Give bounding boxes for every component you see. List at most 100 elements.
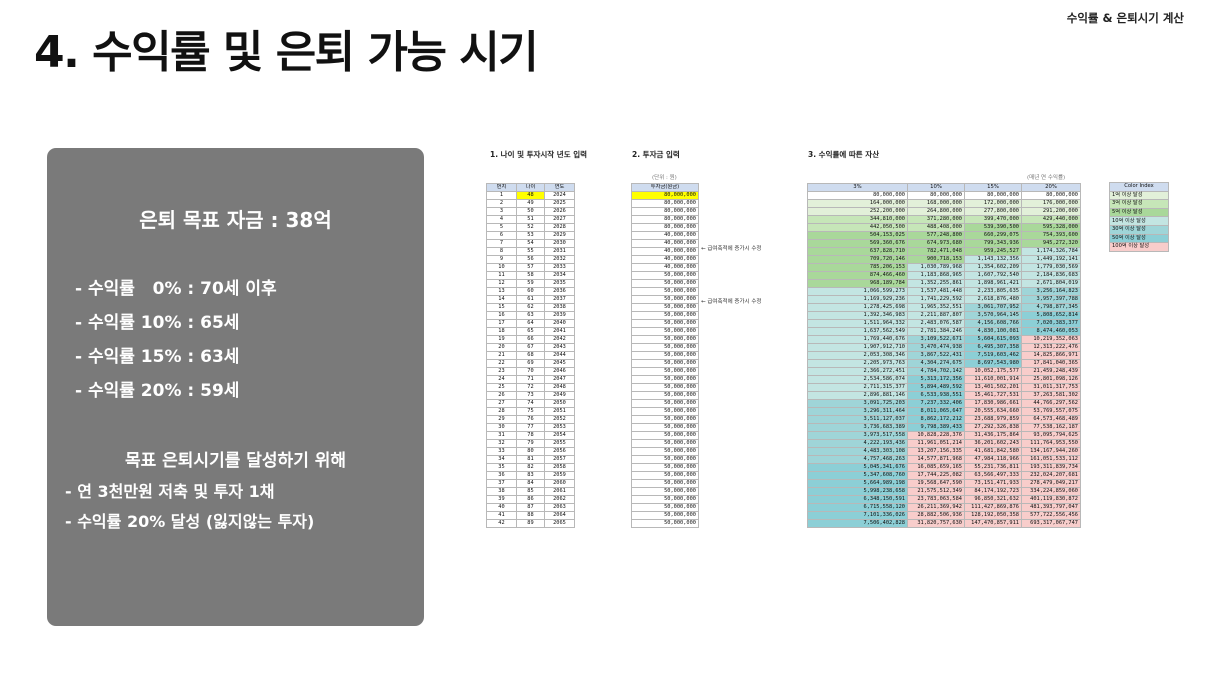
- year-cell: 2039: [544, 311, 575, 320]
- asset-cell: 1,449,192,141: [1021, 255, 1081, 264]
- year-cell: 2048: [544, 383, 575, 392]
- age-cell: 68: [516, 351, 545, 360]
- asset-cell: 1,637,562,549: [807, 327, 908, 336]
- age-cell: 75: [516, 407, 545, 416]
- table-row: 10 57 2033: [486, 263, 575, 272]
- row-number: 23: [486, 367, 517, 376]
- asset-cell: 10,828,228,376: [907, 431, 965, 440]
- year-cell: 2060: [544, 479, 575, 488]
- asset-cell: 4,156,608,766: [964, 319, 1022, 328]
- table-row: 50,000,000: [631, 311, 699, 320]
- asset-cell: 25,801,098,126: [1021, 375, 1081, 384]
- table-row: 2,053,308,346 3,867,522,431 7,519,603,462 1…: [807, 351, 1081, 360]
- asset-cell: 1,278,425,698: [807, 303, 908, 312]
- asset-cell: 10,052,175,577: [964, 367, 1022, 376]
- year-cell: 2051: [544, 407, 575, 416]
- row-number: 29: [486, 415, 517, 424]
- asset-cell: 147,470,857,911: [964, 519, 1022, 528]
- asset-cell: 709,720,146: [807, 255, 908, 264]
- asset-cell: 1,183,868,965: [907, 271, 965, 280]
- year-cell: 2033: [544, 263, 575, 272]
- table-row: 4,757,468,263 14,577,871,968 47,984,118,96…: [807, 455, 1081, 464]
- legend-row: 10억 이상 달성: [1109, 216, 1169, 226]
- asset-cell: 23,688,979,859: [964, 415, 1022, 424]
- asset-cell: 4,304,274,675: [907, 359, 965, 368]
- asset-cell: 5,808,652,814: [1021, 311, 1081, 320]
- asset-cell: 442,050,500: [807, 223, 908, 232]
- age-cell: 81: [516, 455, 545, 464]
- table-row: 5,347,608,760 17,744,225,082 63,566,497,33…: [807, 471, 1081, 480]
- asset-cell: 23,783,063,584: [907, 495, 965, 504]
- table-row: 1,169,929,236 1,741,229,592 2,618,876,480 3…: [807, 295, 1081, 304]
- asset-cell: 488,408,000: [907, 223, 965, 232]
- asset-cell: 7,506,402,828: [807, 519, 908, 528]
- asset-cell: 193,311,839,734: [1021, 463, 1081, 472]
- table-row: 1,392,346,983 2,211,887,807 3,570,964,145 5…: [807, 311, 1081, 320]
- row-number: 13: [486, 287, 517, 296]
- slide-title: 4. 수익률 및 은퇴 가능 시기: [34, 27, 539, 78]
- asset-cell: 4,757,468,263: [807, 455, 908, 464]
- asset-cell: 2,366,272,451: [807, 367, 908, 376]
- invest-cell: 50,000,000: [631, 399, 699, 408]
- asset-cell: 9,798,389,433: [907, 423, 965, 432]
- asset-cell: 27,292,326,838: [964, 423, 1022, 432]
- year-cell: 2032: [544, 255, 575, 264]
- asset-cell: 2,205,973,763: [807, 359, 908, 368]
- table-row: 50,000,000: [631, 511, 699, 520]
- table-row: 50,000,000: [631, 503, 699, 512]
- rate-line: - 수익률 15% : 63세: [75, 347, 240, 367]
- summary-panel: 은퇴 목표 자금 : 38억 - 수익률 0% : 70세 이후 - 수익률 1…: [47, 148, 424, 626]
- age-cell: 66: [516, 335, 545, 344]
- section-asset-label: 3. 수익률에 따른 자산: [808, 150, 880, 159]
- asset-cell: 3,570,964,145: [964, 311, 1022, 320]
- asset-cell: 1,066,599,273: [807, 287, 908, 296]
- table-row: 80,000,000: [631, 223, 699, 232]
- table-row: 30 77 2053: [486, 423, 575, 432]
- asset-cell: 8,697,543,980: [964, 359, 1022, 368]
- invest-cell: 50,000,000: [631, 487, 699, 496]
- table-row: 1,278,425,698 1,965,352,551 3,061,707,952 4…: [807, 303, 1081, 312]
- invest-cell: 50,000,000: [631, 351, 699, 360]
- asset-table: 3% 10% 15% 20% 80,000,000 80,000,000 80,00…: [807, 183, 1081, 528]
- legend-item: 100억 이상 달성: [1109, 242, 1169, 252]
- table-row: 50,000,000: [631, 495, 699, 504]
- asset-cell: 252,200,000: [807, 207, 908, 216]
- legend-header: Color Index: [1109, 182, 1169, 192]
- asset-cell: 6,715,558,120: [807, 503, 908, 512]
- row-number: 39: [486, 495, 517, 504]
- age-cell: 83: [516, 471, 545, 480]
- asset-cell: 1,537,481,448: [907, 287, 965, 296]
- asset-cell: 8,011,065,647: [907, 407, 965, 416]
- table-row: 50,000,000: [631, 423, 699, 432]
- asset-cell: 64,573,468,489: [1021, 415, 1081, 424]
- year-cell: 2047: [544, 375, 575, 384]
- asset-cell: 14,825,866,971: [1021, 351, 1081, 360]
- asset-cell: 172,000,000: [964, 199, 1022, 208]
- table-row: 80,000,000: [631, 199, 699, 208]
- legend-item: 1억 이상 달성: [1109, 190, 1169, 201]
- color-legend: Color Index 1억 이상 달성 3억 이상 달성 5억 이상 달성 10억 …: [1109, 182, 1169, 252]
- asset-cell: 8,862,172,212: [907, 415, 965, 424]
- table-row: 18 65 2041: [486, 327, 575, 336]
- table-row: 50,000,000: [631, 359, 699, 368]
- table-row: 968,189,784 1,352,255,861 1,898,961,421 2,6…: [807, 279, 1081, 288]
- asset-cell: 1,965,352,551: [907, 303, 965, 312]
- row-number: 28: [486, 407, 517, 416]
- row-number: 32: [486, 439, 517, 448]
- asset-cell: 134,167,944,260: [1021, 447, 1081, 456]
- row-number: 1: [486, 191, 517, 200]
- asset-header-3: 3%: [807, 183, 908, 192]
- table-row: 50,000,000: [631, 415, 699, 424]
- asset-cell: 5,998,238,658: [807, 487, 908, 496]
- age-cell: 80: [516, 447, 545, 456]
- table-row: 50,000,000: [631, 431, 699, 440]
- age-cell: 55: [516, 247, 545, 256]
- row-number: 22: [486, 359, 517, 368]
- year-cell: 2043: [544, 343, 575, 352]
- table-row: 785,206,153 1,030,789,968 1,354,602,209 1,7…: [807, 263, 1081, 272]
- asset-cell: 1,392,346,983: [807, 311, 908, 320]
- asset-cell: 539,390,500: [964, 223, 1022, 232]
- year-cell: 2042: [544, 335, 575, 344]
- invest-cell: 50,000,000: [631, 455, 699, 464]
- table-row: 7 54 2030: [486, 239, 575, 248]
